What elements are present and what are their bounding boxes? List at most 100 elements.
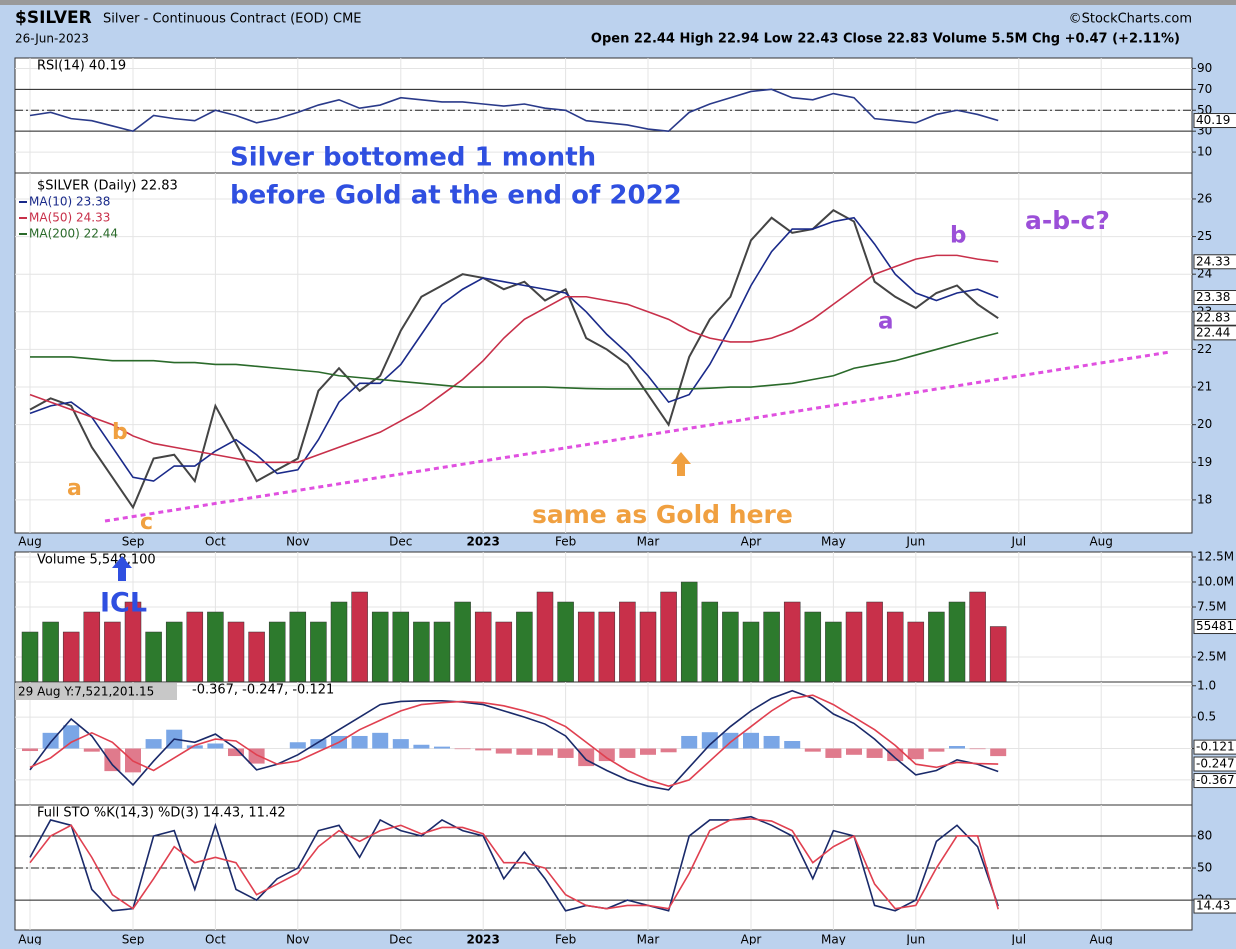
y-tick-label: 18 bbox=[1197, 492, 1212, 506]
volume-bar bbox=[310, 621, 327, 683]
x-tick-label: 2023 bbox=[466, 535, 499, 549]
annotation: before Gold at the end of 2022 bbox=[230, 181, 682, 211]
volume-bar bbox=[660, 591, 677, 683]
histogram-bar bbox=[763, 735, 780, 749]
legend-label: MA(200) 22.44 bbox=[29, 227, 118, 241]
volume-bar bbox=[536, 591, 554, 683]
histogram-bar bbox=[145, 739, 162, 749]
volume-bar bbox=[433, 621, 451, 683]
histogram-bar bbox=[516, 748, 533, 755]
volume-bar bbox=[474, 611, 492, 683]
annotation: ICL bbox=[100, 588, 147, 619]
y-tick-label: 0.5 bbox=[1197, 710, 1216, 724]
histogram-bar bbox=[743, 732, 759, 749]
x-tick-label: Jul bbox=[1011, 933, 1026, 946]
annotation: a bbox=[878, 309, 894, 335]
x-tick-label: Feb bbox=[555, 535, 576, 549]
histogram-bar bbox=[949, 746, 965, 749]
histogram-bar bbox=[289, 742, 306, 749]
panel-legend: $SILVER (Daily) 22.83 bbox=[37, 179, 178, 194]
volume-bar bbox=[866, 601, 883, 683]
volume-bar bbox=[845, 611, 863, 683]
series-line bbox=[29, 209, 999, 510]
value-box bbox=[1193, 898, 1236, 914]
histogram-bar bbox=[866, 748, 883, 758]
series-line bbox=[29, 818, 999, 910]
histogram-bar bbox=[701, 732, 718, 749]
y-tick-label: 10 bbox=[1197, 145, 1212, 159]
value-box bbox=[1193, 310, 1236, 326]
series-line bbox=[29, 216, 999, 482]
y-tick-label: 26 bbox=[1197, 191, 1212, 205]
volume-bar bbox=[619, 601, 636, 683]
histogram-bar bbox=[495, 748, 512, 754]
annotation: a bbox=[67, 476, 82, 501]
volume-bar bbox=[598, 611, 616, 683]
volume-bar bbox=[289, 611, 307, 683]
x-tick-label: Aug bbox=[18, 933, 41, 946]
volume-bar bbox=[722, 611, 739, 683]
x-tick-label: Jun bbox=[905, 933, 925, 946]
histogram-bar bbox=[413, 744, 430, 749]
histogram-bar bbox=[63, 725, 80, 749]
panel-legend: -0.367, -0.247, -0.121 bbox=[192, 683, 334, 698]
x-tick-label: Nov bbox=[286, 933, 309, 946]
value-box-label: 55481 bbox=[1196, 619, 1234, 633]
histogram-bar bbox=[990, 748, 1007, 757]
histogram-bar bbox=[186, 745, 203, 749]
value-box bbox=[1193, 113, 1236, 129]
x-tick-label: Feb bbox=[555, 933, 576, 946]
volume-bar bbox=[680, 581, 698, 683]
x-tick-label: Dec bbox=[389, 535, 412, 549]
contract-name: Silver - Continuous Contract (EOD) bbox=[103, 12, 329, 27]
value-box-label: 24.33 bbox=[1196, 254, 1230, 268]
volume-bar bbox=[62, 631, 80, 683]
volume-bar bbox=[392, 611, 410, 683]
value-box-label: -0.247 bbox=[1196, 757, 1235, 771]
volume-bar bbox=[701, 601, 719, 683]
blue-arrow bbox=[112, 556, 132, 581]
volume-bar bbox=[330, 601, 348, 683]
volume-bar bbox=[516, 611, 533, 683]
y-tick-label: 2.5M bbox=[1197, 650, 1226, 664]
y-tick-label: 7.5M bbox=[1197, 600, 1226, 614]
y-tick-label: 80 bbox=[1197, 828, 1212, 842]
histogram-bar bbox=[83, 748, 100, 752]
histogram-bar bbox=[804, 748, 821, 752]
y-tick-label: 25 bbox=[1197, 229, 1212, 243]
histogram-bar bbox=[22, 748, 38, 752]
date: 26-Jun-2023 bbox=[15, 32, 89, 46]
histogram-bar bbox=[598, 748, 615, 762]
annotation: same as Gold here bbox=[532, 500, 793, 529]
volume-bar bbox=[21, 631, 39, 683]
volume-bar bbox=[207, 611, 224, 683]
histogram-bar bbox=[660, 748, 677, 753]
panel bbox=[14, 57, 1193, 174]
value-box bbox=[1193, 739, 1236, 755]
x-tick-label: Oct bbox=[205, 933, 226, 946]
histogram-bar bbox=[619, 748, 636, 758]
volume-bar bbox=[969, 591, 986, 683]
volume-bar bbox=[165, 621, 183, 683]
x-tick-label: Sep bbox=[122, 535, 145, 549]
x-tick-label: Nov bbox=[286, 535, 309, 549]
y-tick-label: 90 bbox=[1197, 61, 1212, 75]
x-tick-label: Sep bbox=[122, 933, 145, 946]
histogram-bar bbox=[557, 748, 574, 758]
histogram-bar bbox=[104, 748, 121, 772]
y-tick-label: 1.0 bbox=[1197, 678, 1216, 692]
volume-bar bbox=[783, 601, 801, 683]
value-box bbox=[1193, 619, 1236, 635]
volume-bar bbox=[557, 601, 574, 683]
y-tick-label: 10.0M bbox=[1197, 575, 1234, 589]
tooltip: 29 Aug Y:7,521,201.15 bbox=[18, 685, 154, 699]
annotation: Silver bottomed 1 month bbox=[230, 143, 596, 173]
histogram-bar bbox=[825, 748, 842, 758]
x-tick-label: Dec bbox=[389, 933, 412, 946]
series-line bbox=[29, 689, 999, 791]
panel bbox=[14, 804, 1193, 931]
series-line bbox=[29, 88, 999, 133]
x-tick-label: Aug bbox=[1089, 933, 1112, 946]
value-box-label: 14.43 bbox=[1196, 899, 1230, 913]
